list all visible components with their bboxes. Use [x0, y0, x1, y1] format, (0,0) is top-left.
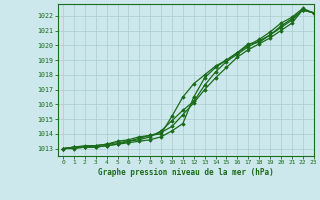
- X-axis label: Graphe pression niveau de la mer (hPa): Graphe pression niveau de la mer (hPa): [98, 168, 274, 177]
